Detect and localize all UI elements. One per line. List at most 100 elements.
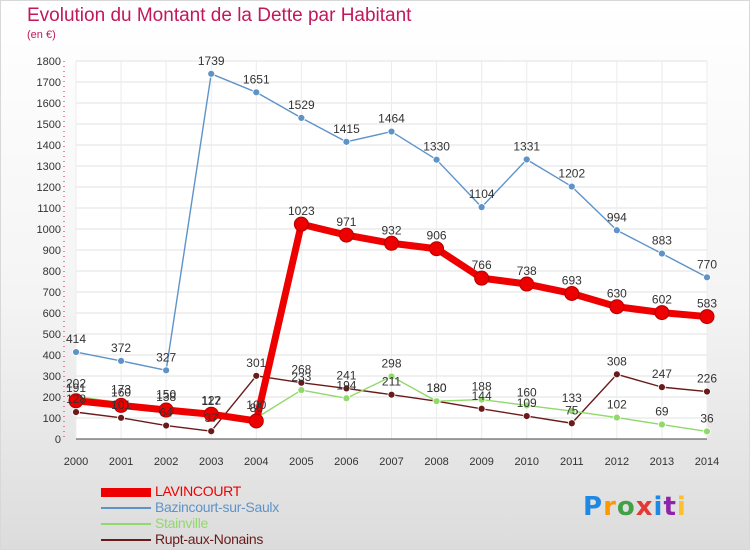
data-point [68,393,84,409]
y-tick-label: 1600 [37,98,61,110]
data-point [162,421,171,430]
data-label: 971 [336,215,356,229]
data-label: 75 [565,403,579,417]
data-label: 117 [202,394,221,408]
x-tick-label: 2010 [514,456,538,468]
y-tick-label: 900 [43,245,61,257]
x-tick-label: 2014 [695,456,719,468]
data-label: 602 [652,293,672,307]
data-point [432,397,441,406]
data-label: 738 [517,264,537,278]
data-label: 1464 [378,112,405,126]
data-label: 268 [291,363,311,377]
data-point [72,348,80,356]
data-point [293,216,309,232]
legend-label: Rupt-aux-Nonains [155,531,264,547]
data-point [342,394,351,403]
chart-unit-label: (en €) [27,29,56,41]
x-tick-label: 2003 [199,456,223,468]
y-tick-label: 0 [55,434,61,446]
y-tick-label: 1000 [37,224,61,236]
legend-label: Stainville [155,515,209,531]
data-point [158,402,174,418]
data-point [387,372,396,381]
data-label: 122 [201,393,221,407]
data-point [654,305,670,321]
x-tick-label: 2000 [64,456,88,468]
data-point [522,155,531,164]
data-point [477,203,486,212]
x-tick-label: 2005 [289,456,313,468]
data-point [658,420,666,429]
y-tick-label: 700 [43,287,61,299]
data-label: 1739 [198,54,225,68]
data-point [477,404,486,413]
data-point [297,114,306,122]
data-point [703,427,711,436]
y-tick-label: 100 [43,413,61,425]
data-label: 191 [66,381,86,395]
y-tick-label: 500 [43,329,61,341]
data-label: 128 [66,392,86,406]
y-tick-label: 200 [43,392,61,404]
chart-title: Evolution du Montant de la Dette par Hab… [27,5,412,26]
data-point [342,384,351,393]
data-label: 150 [156,388,176,402]
y-tick-label: 300 [43,371,61,383]
legend-label: LAVINCOURT [155,483,241,499]
x-tick-label: 2001 [109,456,133,468]
data-point [248,413,264,429]
data-label: 1415 [333,122,360,136]
data-label: 180 [427,381,447,395]
data-point [384,235,399,251]
data-point [252,88,261,97]
data-point [207,427,216,436]
data-label: 173 [111,383,131,397]
data-label: 37 [205,411,219,425]
data-label: 109 [517,396,537,410]
data-point [113,397,129,413]
data-label: 1529 [288,98,315,112]
x-tick-label: 2011 [560,456,584,468]
data-label: 770 [697,257,717,271]
x-tick-label: 2012 [605,456,629,468]
data-point [609,299,625,315]
data-point [522,401,531,410]
data-label: 180 [427,381,447,395]
data-label: 241 [336,368,356,382]
legend-swatch-rupt [101,539,151,541]
y-tick-label: 1800 [37,56,61,68]
data-point [477,395,486,404]
data-label: 414 [66,332,86,346]
data-point [567,419,576,428]
data-point [387,127,396,136]
y-tick-label: 1200 [37,182,61,194]
data-point [72,408,80,417]
data-label: 1331 [513,139,540,153]
data-point [699,309,715,325]
data-point [432,155,441,164]
data-point [703,387,711,396]
data-point [207,69,216,78]
data-label: 766 [472,258,492,272]
y-tick-label: 1100 [37,203,61,215]
data-point [658,383,666,392]
data-label: 327 [156,350,176,364]
y-tick-label: 1700 [37,77,61,89]
data-point [522,412,531,421]
data-label: 1104 [469,187,495,201]
data-point [117,356,125,365]
data-point [252,371,261,380]
data-label: 144 [472,389,492,403]
proxiti-logo: Proxiti [583,492,687,522]
x-tick-label: 2006 [334,456,358,468]
data-point [474,270,490,286]
data-label: 298 [381,356,401,370]
data-point [612,413,621,422]
data-point [342,137,351,146]
data-label: 1023 [288,204,315,218]
data-label: 160 [517,385,537,399]
data-label: 86 [250,401,264,415]
